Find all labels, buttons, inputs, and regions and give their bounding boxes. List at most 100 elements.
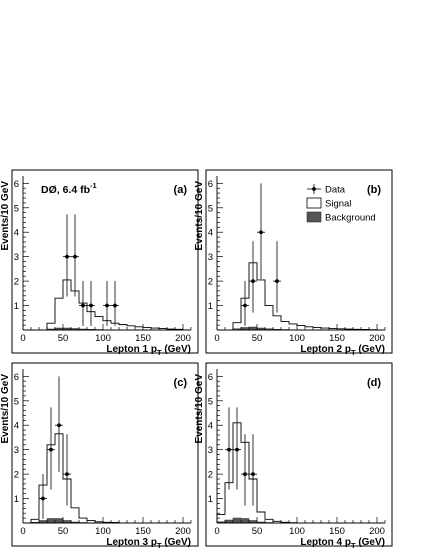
legend-label-data: Data [325,185,346,196]
x-tick-label: 0 [214,526,219,537]
x-tick-label: 150 [135,333,151,344]
y-tick-label: 5 [208,396,213,407]
chart-panel-a: 0 50 100 150 200 1 2 3 4 5 6 Lepton 1 pT (GeV) Event… [0,176,192,357]
x-axis-title: Lepton 2 pT (GeV) [300,344,385,357]
data-point [73,254,77,259]
data-point [251,472,255,477]
signal-histogram [30,433,120,523]
x-tick-label: 100 [95,333,111,344]
data-point [275,279,279,284]
x-tick-label: 150 [135,526,151,537]
panel-letter: (c) [174,377,188,389]
y-tick-label: 5 [208,203,213,214]
data-point [235,447,239,452]
panel-letter: (d) [367,377,381,389]
x-axis-title-unit: (GeV) [162,537,191,548]
y-tick-label: 2 [208,470,213,481]
y-tick-label: 1 [208,301,213,312]
x-tick-label: 100 [95,526,111,537]
chart-panel-d: 0 50 100 150 200 1 2 3 4 5 6 Lepton 4 pT (GeV) Event… [194,369,386,550]
panel-frame-a [11,169,199,354]
x-tick-label: 150 [329,333,345,344]
chart-panel-b: 0 50 100 150 200 1 2 3 4 5 6 Lepton 2 pT (GeV) Event… [194,176,386,357]
y-tick-label: 4 [208,421,213,432]
x-axis-title: Lepton 4 pT (GeV) [300,537,385,550]
y-tick-label: 3 [14,252,19,263]
x-axis-title-main: Lepton 3 p [106,537,157,548]
x-tick-label: 0 [20,526,25,537]
y-tick-label: 3 [208,445,213,456]
x-tick-label: 100 [289,526,305,537]
x-axis-title: Lepton 3 pT (GeV) [106,537,191,550]
y-tick-label: 4 [208,228,213,239]
y-tick-label: 4 [14,228,19,239]
data-point [251,279,255,284]
legend-label-signal: Signal [325,199,351,210]
data-point [105,303,109,308]
x-tick-label: 50 [58,333,69,344]
y-tick-label: 3 [14,445,19,456]
data-point [227,447,231,452]
x-tick-label: 50 [252,526,263,537]
data-point [259,230,263,235]
x-axis-title-sub: T [157,541,162,550]
y-tick-label: 2 [14,277,19,288]
y-tick-label: 2 [208,277,213,288]
y-tick-label: 4 [14,421,19,432]
y-axis-title: Events/10 GeV [194,374,205,444]
x-tick-label: 50 [252,333,263,344]
x-tick-label: 200 [369,526,385,537]
x-tick-label: 200 [369,333,385,344]
data-point [65,254,69,259]
legend-label-background: Background [325,213,376,224]
chart-panel-c: 0 50 100 150 200 1 2 3 4 5 6 Lepton 3 pT (GeV) Event… [0,369,192,550]
x-axis-title-sub: T [351,541,356,550]
data-point [243,303,247,308]
x-tick-label: 0 [214,333,219,344]
y-tick-label: 1 [208,494,213,505]
x-axis-title-unit: (GeV) [356,537,385,548]
y-tick-label: 5 [14,396,19,407]
y-tick-label: 3 [208,252,213,263]
legend-data-marker [312,187,316,191]
data-point [113,303,117,308]
x-axis-title-main: Lepton 4 p [300,537,351,548]
x-tick-label: 200 [175,333,191,344]
x-axis-title-sub: T [351,348,356,357]
y-tick-label: 2 [14,470,19,481]
x-axis-title-main: Lepton 2 p [300,344,351,355]
data-point [41,496,45,501]
experiment-label-main: DØ, 6.4 fb [41,184,90,196]
x-tick-label: 150 [329,526,345,537]
panel-frame-b [205,169,393,354]
y-tick-label: 5 [14,203,19,214]
y-tick-label: 6 [14,179,19,190]
y-axis-title: Events/10 GeV [0,181,11,251]
data-point [89,303,93,308]
y-axis-title: Events/10 GeV [0,374,11,444]
data-point [65,472,69,477]
x-tick-label: 100 [289,333,305,344]
data-point [243,472,247,477]
data-point [57,423,61,428]
legend-background-swatch [306,211,322,223]
x-axis-title-sub: T [157,348,162,357]
y-tick-label: 6 [208,179,213,190]
panel-letter: (a) [174,184,188,196]
panel-letter: (b) [367,184,381,196]
y-tick-label: 6 [14,372,19,383]
x-axis-title: Lepton 1 pT (GeV) [106,344,191,357]
x-tick-label: 0 [20,333,25,344]
data-point [81,303,85,308]
x-tick-label: 50 [58,526,69,537]
panel-frame-c [11,362,199,547]
y-axis-title: Events/10 GeV [194,181,205,251]
y-tick-label: 1 [14,301,19,312]
y-tick-label: 1 [14,494,19,505]
x-axis-title-unit: (GeV) [356,344,385,355]
x-axis-title-unit: (GeV) [162,344,191,355]
y-tick-label: 6 [208,372,213,383]
signal-histogram [232,262,378,331]
panel-frame-d [205,362,393,547]
